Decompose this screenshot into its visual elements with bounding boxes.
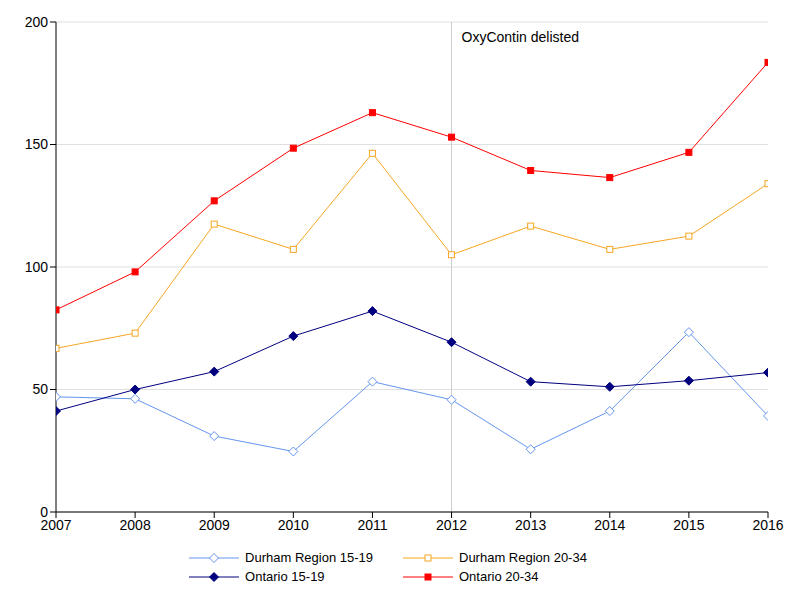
svg-text:2011: 2011 <box>357 517 387 533</box>
svg-text:150: 150 <box>25 136 49 152</box>
svg-text:2012: 2012 <box>436 517 467 533</box>
svg-text:2013: 2013 <box>515 517 546 533</box>
svg-text:100: 100 <box>25 259 49 275</box>
svg-text:2014: 2014 <box>594 517 625 533</box>
svg-text:2007: 2007 <box>40 516 72 533</box>
svg-text:50: 50 <box>32 381 48 397</box>
svg-text:2008: 2008 <box>120 517 151 533</box>
svg-text:200: 200 <box>25 14 49 30</box>
html-text:Durham Region 15-19: Durham Region 15-19 <box>245 550 373 565</box>
html-text:Ontario 15-19: Ontario 15-19 <box>245 569 325 584</box>
svg-text:2016: 2016 <box>752 517 783 533</box>
svg-text:2015: 2015 <box>673 517 704 533</box>
svg-text:0: 0 <box>40 504 48 520</box>
html-text:Durham Region 20-34: Durham Region 20-34 <box>459 550 587 565</box>
html-text:Ontario 20-34: Ontario 20-34 <box>459 569 539 584</box>
svg-text:2010: 2010 <box>278 517 309 533</box>
svg-text:OxyContin delisted: OxyContin delisted <box>462 29 580 45</box>
svg-text:2009: 2009 <box>199 517 230 533</box>
